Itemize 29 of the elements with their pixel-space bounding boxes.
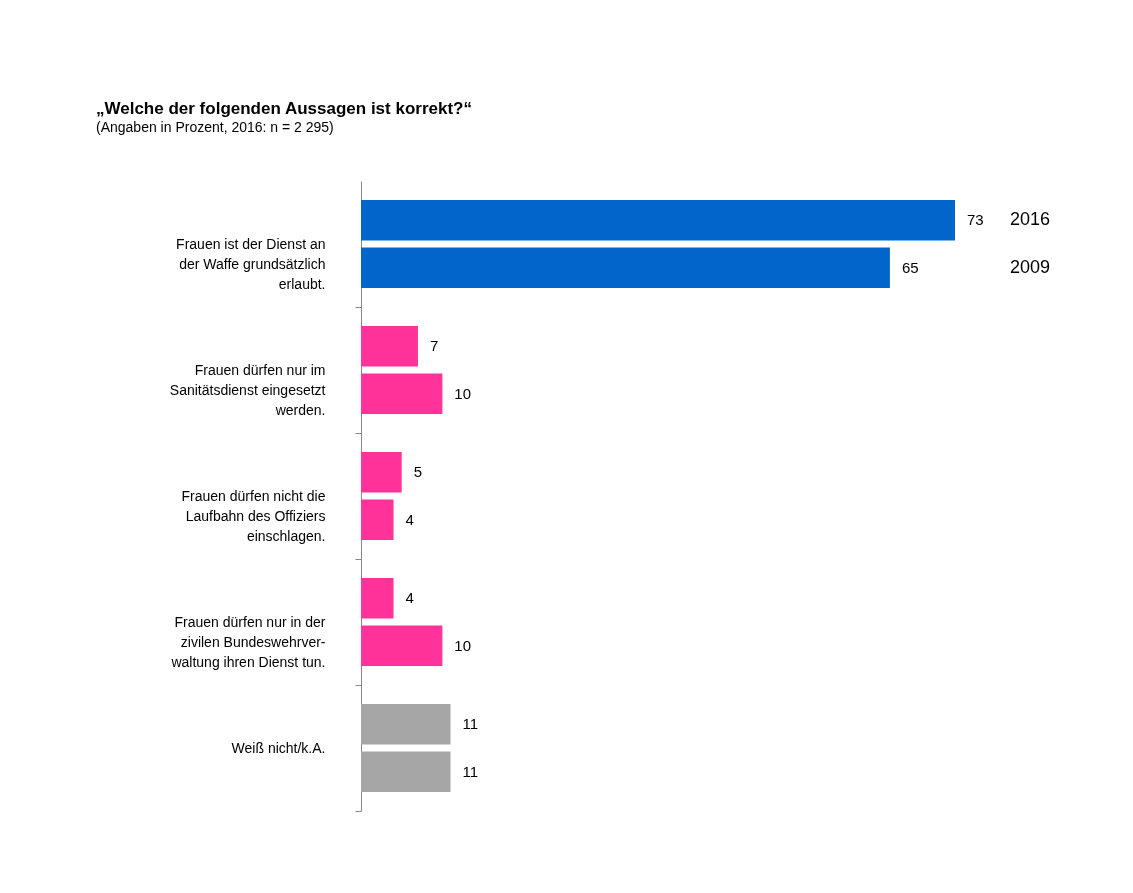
data-label: 5 — [413, 463, 423, 481]
bar — [361, 625, 443, 667]
y-tick-label: Weiß nicht/k.A. — [231, 739, 326, 756]
bar — [361, 751, 451, 793]
y-tick-label: Frauen dürfen nur in der zivilen Bundeswehrver- waltung ihren Dienst tun. — [170, 613, 326, 670]
chart-title: „Welche der folgenden Aussagen ist korrekt?“ — [96, 99, 472, 118]
bar — [361, 499, 394, 541]
bar — [361, 703, 451, 745]
text: 2009 — [1010, 256, 1051, 277]
text: 2016 — [1010, 209, 1051, 230]
bar — [361, 247, 890, 289]
y-tick-label: Frauen ist der Dienst an der Waffe grundsätzlich erlaubt. — [176, 235, 326, 292]
bar — [361, 325, 418, 367]
data-label: 11 — [462, 715, 479, 733]
data-label: 10 — [454, 636, 472, 654]
bar — [361, 577, 394, 619]
data-label: 4 — [405, 510, 414, 528]
data-label: 10 — [454, 384, 472, 402]
y-tick-label: Frauen dürfen nicht die Laufbahn des Offiziers einschlagen. — [181, 487, 326, 544]
data-label: 65 — [901, 258, 919, 276]
text: (Angaben in Prozent, 2016: n = 2 295) — [96, 119, 334, 135]
bar — [361, 451, 402, 493]
data-label: 7 — [429, 337, 439, 355]
data-label: 73 — [967, 211, 984, 229]
data-label: 11 — [462, 762, 479, 780]
data-label: 4 — [405, 589, 414, 607]
bar — [361, 199, 955, 241]
bar — [361, 373, 443, 415]
y-tick-label: Frauen dürfen nur im Sanitätsdienst eingesetzt werden. — [169, 361, 326, 418]
